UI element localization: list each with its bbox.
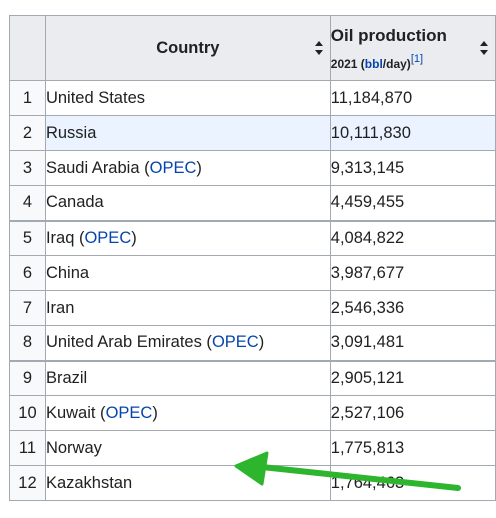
oil-production-cell: 10,111,830 [329,115,496,151]
country-cell: China [44,255,331,291]
bbl-link[interactable]: bbl [364,56,383,71]
table-row: 4 Canada 4,459,455 [9,185,496,221]
table-row: 1 United States 11,184,870 [9,80,496,116]
country-cell: Iran [44,290,331,326]
opec-link[interactable]: OPEC [84,228,132,247]
country-name: United States [45,88,145,107]
opec-link[interactable]: OPEC [149,158,197,177]
oil-production-cell: 1,775,813 [329,430,496,466]
oil-production-cell: 2,527,106 [329,395,496,431]
country-name: China [45,263,90,282]
country-name: Kazakhstan [45,473,133,492]
sort-icon[interactable] [480,41,489,55]
table-row: 2 Russia 10,111,830 [9,115,496,151]
oil-production-cell: 2,905,121 [329,359,496,396]
paren-open: ( [201,333,212,352]
table-body: 1 United States 11,184,870 2 Russia 10,111,83… [9,80,496,501]
table-row: 10 Kuwait (OPEC) 2,527,106 [9,395,496,431]
country-name: Kuwait [45,403,96,422]
country-name: Iran [45,298,75,317]
country-name: Saudi Arabia [45,158,140,177]
country-cell: Norway [44,430,331,466]
country-cell: Russia [44,115,331,151]
paren-open: ( [95,403,106,422]
country-cell: Saudi Arabia (OPEC) [44,150,331,186]
oil-production-header-title: Oil production [330,25,447,45]
rank-cell: 10 [9,395,46,431]
rank-cell: 9 [9,359,46,396]
reference-link[interactable]: [1] [410,52,424,65]
oil-production-cell: 4,459,455 [329,185,496,221]
paren-close: ) [152,403,158,422]
table-row: 3 Saudi Arabia (OPEC) 9,313,145 [9,150,496,186]
rank-cell: 4 [9,185,46,221]
country-cell: United Arab Emirates (OPEC) [44,325,331,361]
paren-open: ( [139,158,150,177]
paren-close: ) [196,158,202,177]
rank-cell: 2 [9,115,46,151]
country-column-header[interactable]: Country [44,15,331,81]
oil-production-cell: 2,546,336 [329,290,496,326]
country-cell: Canada [44,185,331,221]
country-name: Iraq [45,228,75,247]
opec-link[interactable]: OPEC [211,333,259,352]
rank-cell: 1 [9,80,46,116]
oil-production-cell: 3,091,481 [329,325,496,361]
rank-column-header [9,15,46,81]
oil-year-text: 2021 ( [330,56,365,71]
oil-production-cell: 1,764,463 [329,465,496,501]
table-row: 5 Iraq (OPEC) 4,084,822 [9,219,496,256]
rank-cell: 6 [9,255,46,291]
table-row: 9 Brazil 2,905,121 [9,359,496,396]
country-name: Brazil [45,368,88,387]
paren-close: ) [258,333,265,352]
country-cell: Kuwait (OPEC) [44,395,331,431]
rank-cell: 8 [9,325,46,361]
oil-production-header-subtitle: 2021 (bbl/day)[1] [331,53,495,71]
sort-icon[interactable] [314,41,324,55]
rank-cell: 7 [9,290,46,326]
table-row: 7 Iran 2,546,336 [9,290,496,326]
country-cell: Kazakhstan [44,465,331,501]
paren-open: ( [74,228,85,247]
oil-unit-text: /day) [382,56,411,71]
oil-production-table-container: Country Oil production 2021 (bbl/day)[1]… [9,15,496,501]
country-cell: United States [44,80,331,116]
table-row: 12 Kazakhstan 1,764,463 [9,465,496,501]
table-row: 8 United Arab Emirates (OPEC) 3,091,481 [9,325,496,361]
rank-cell: 5 [9,219,46,256]
country-name: United Arab Emirates [45,333,202,352]
opec-link[interactable]: OPEC [105,403,153,422]
rank-cell: 12 [9,465,46,501]
country-header-label: Country [156,38,220,57]
country-name: Russia [45,123,97,142]
country-cell: Iraq (OPEC) [44,219,331,256]
table-row: 11 Norway 1,775,813 [9,430,496,466]
rank-cell: 11 [9,430,46,466]
paren-close: ) [131,228,137,247]
oil-production-cell: 9,313,145 [329,150,496,186]
oil-production-cell: 3,987,677 [329,255,496,291]
country-name: Norway [45,438,102,457]
table-row: 6 China 3,987,677 [9,255,496,291]
oil-production-column-header[interactable]: Oil production 2021 (bbl/day)[1] [329,15,496,81]
oil-production-table: Country Oil production 2021 (bbl/day)[1]… [9,15,496,501]
oil-production-cell: 4,084,822 [329,219,496,256]
country-cell: Brazil [44,359,331,396]
rank-cell: 3 [9,150,46,186]
country-name: Canada [45,193,104,212]
table-header-row: Country Oil production 2021 (bbl/day)[1] [9,15,496,81]
oil-production-cell: 11,184,870 [329,80,496,116]
